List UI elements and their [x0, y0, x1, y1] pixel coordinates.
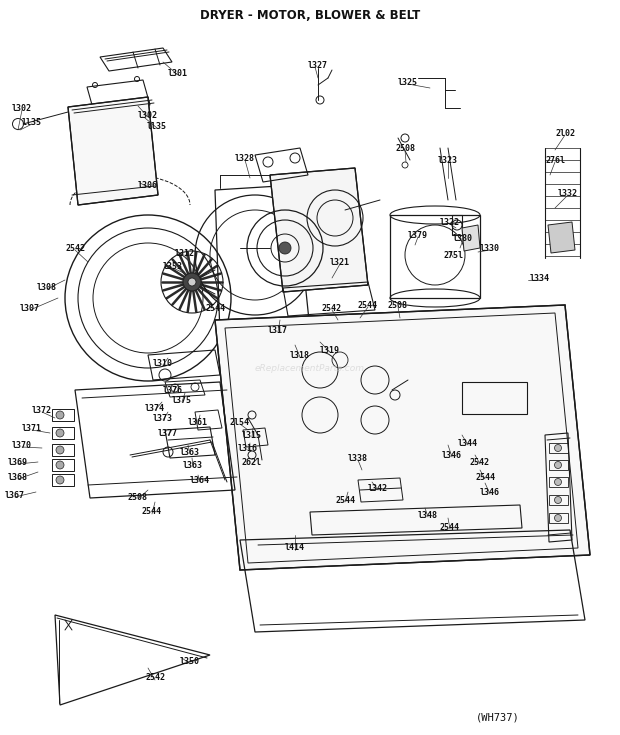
- Text: l363: l363: [180, 448, 200, 456]
- Text: l322: l322: [440, 218, 460, 226]
- Text: l372: l372: [32, 406, 52, 415]
- Text: eReplacementParts.com: eReplacementParts.com: [255, 364, 365, 373]
- Circle shape: [279, 242, 291, 254]
- Text: l306: l306: [138, 181, 158, 190]
- Text: l367: l367: [5, 490, 25, 500]
- Text: l377: l377: [158, 429, 178, 437]
- Text: l330: l330: [480, 243, 500, 253]
- Text: l369: l369: [8, 457, 28, 467]
- Text: l317: l317: [268, 326, 288, 334]
- Circle shape: [554, 445, 562, 451]
- Circle shape: [56, 476, 64, 484]
- Text: l379: l379: [408, 231, 428, 240]
- Text: l319: l319: [320, 345, 340, 354]
- Circle shape: [56, 446, 64, 454]
- Text: l346: l346: [480, 487, 500, 497]
- Text: l348: l348: [418, 511, 438, 520]
- Polygon shape: [68, 97, 158, 205]
- Text: 2508: 2508: [395, 143, 415, 152]
- Text: 2l02: 2l02: [555, 129, 575, 137]
- Text: l338: l338: [348, 453, 368, 462]
- Text: 2544: 2544: [475, 473, 495, 481]
- Text: l342: l342: [368, 484, 388, 492]
- Text: 2l54: 2l54: [230, 417, 250, 426]
- Text: l364: l364: [190, 476, 210, 484]
- Circle shape: [183, 273, 201, 291]
- Text: l334: l334: [530, 273, 550, 282]
- Text: 275l: 275l: [443, 251, 463, 259]
- Bar: [462, 382, 527, 414]
- Text: l301: l301: [168, 68, 188, 77]
- Circle shape: [554, 497, 562, 503]
- Text: 2542: 2542: [470, 457, 490, 467]
- Polygon shape: [215, 305, 590, 570]
- Circle shape: [554, 514, 562, 522]
- Polygon shape: [462, 225, 480, 251]
- Text: l332: l332: [558, 188, 578, 198]
- Text: l325: l325: [398, 77, 418, 87]
- Text: l344: l344: [458, 439, 478, 448]
- Text: 2542: 2542: [145, 673, 165, 683]
- Text: l312: l312: [175, 248, 195, 257]
- Text: ll35: ll35: [22, 118, 42, 126]
- Text: l371: l371: [22, 423, 42, 432]
- Text: 2508: 2508: [128, 492, 148, 501]
- Text: 2544: 2544: [142, 507, 162, 517]
- Text: l414: l414: [285, 543, 305, 553]
- Circle shape: [188, 278, 196, 286]
- Text: 2542: 2542: [65, 243, 85, 253]
- Text: l308: l308: [37, 282, 57, 292]
- Text: l353: l353: [163, 262, 183, 270]
- Text: 2544: 2544: [205, 304, 225, 312]
- Text: l375: l375: [172, 395, 192, 404]
- Text: l373: l373: [153, 414, 173, 423]
- Text: l374: l374: [145, 404, 165, 412]
- Text: l327: l327: [308, 60, 328, 70]
- Text: 262l: 262l: [242, 457, 262, 467]
- Circle shape: [56, 461, 64, 469]
- Circle shape: [56, 429, 64, 437]
- Text: l302: l302: [138, 110, 158, 120]
- Text: (WH737): (WH737): [476, 713, 520, 723]
- Text: l321: l321: [330, 257, 350, 267]
- Text: l346: l346: [442, 451, 462, 459]
- Circle shape: [554, 478, 562, 486]
- Text: l368: l368: [8, 473, 28, 481]
- Polygon shape: [270, 168, 368, 292]
- Text: 2542: 2542: [322, 304, 342, 312]
- Text: DRYER - MOTOR, BLOWER & BELT: DRYER - MOTOR, BLOWER & BELT: [200, 9, 420, 21]
- Text: l302: l302: [12, 104, 32, 112]
- Text: 2544: 2544: [358, 301, 378, 309]
- Text: l370: l370: [12, 440, 32, 450]
- Text: l363: l363: [183, 461, 203, 470]
- Text: l328: l328: [235, 154, 255, 162]
- Polygon shape: [548, 222, 575, 253]
- Text: 2508: 2508: [388, 301, 408, 309]
- Text: l316: l316: [238, 443, 258, 453]
- Text: 2544: 2544: [440, 523, 460, 531]
- Text: ll35: ll35: [147, 121, 167, 131]
- Text: l315: l315: [242, 431, 262, 440]
- Text: l376: l376: [163, 385, 183, 395]
- Circle shape: [554, 462, 562, 468]
- Text: l361: l361: [188, 417, 208, 426]
- Text: l318: l318: [290, 351, 310, 359]
- Text: l310: l310: [153, 359, 173, 368]
- Text: 2544: 2544: [335, 495, 355, 504]
- Circle shape: [56, 411, 64, 419]
- Text: l380: l380: [453, 234, 473, 243]
- Text: 276l: 276l: [545, 156, 565, 165]
- Text: l307: l307: [20, 304, 40, 312]
- Text: l350: l350: [180, 658, 200, 667]
- Text: l323: l323: [438, 156, 458, 165]
